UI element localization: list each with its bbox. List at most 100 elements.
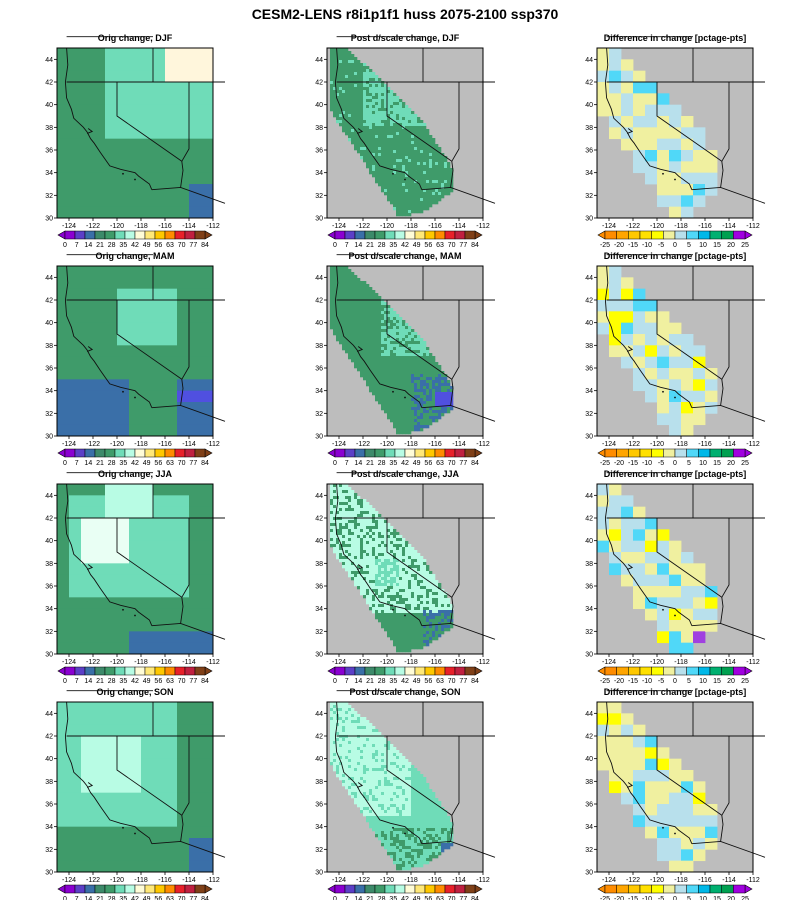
pixel-cell <box>345 529 349 533</box>
grid-cell <box>129 506 142 519</box>
pixel-cell <box>384 389 388 393</box>
pixel-cell <box>372 377 376 381</box>
pixel-cell <box>414 604 418 608</box>
grid-cell <box>153 495 166 508</box>
pixel-cell <box>414 132 418 136</box>
pixel-cell <box>402 144 406 148</box>
grid-cell <box>633 368 646 380</box>
pixel-cell <box>441 407 445 411</box>
colorbar-label: 7 <box>345 460 349 467</box>
colorbar-swatch <box>424 666 436 676</box>
colorbar-label: 15 <box>713 460 721 467</box>
pixel-cell <box>423 156 427 160</box>
pixel-cell <box>429 356 433 360</box>
pixel-cell <box>363 299 367 303</box>
pixel-cell <box>351 105 355 109</box>
pixel-cell <box>333 308 337 312</box>
pixel-cell <box>333 108 337 112</box>
pixel-cell <box>354 505 358 509</box>
pixel-cell <box>384 559 388 563</box>
pixel-cell <box>384 323 388 327</box>
pixel-cell <box>363 123 367 127</box>
pixel-cell <box>396 320 400 324</box>
grid-cell <box>609 48 622 60</box>
pixel-cell <box>348 311 352 315</box>
grid-cell <box>93 311 106 324</box>
pixel-cell <box>438 592 442 596</box>
pixel-cell <box>384 589 388 593</box>
pixel-cell <box>390 162 394 166</box>
pixel-cell <box>372 323 376 327</box>
grid-cell <box>633 506 646 519</box>
pixel-cell <box>354 123 358 127</box>
pixel-cell <box>354 365 358 369</box>
pixel-cell <box>357 284 361 288</box>
grid-cell <box>153 161 166 174</box>
pixel-cell <box>378 129 382 133</box>
colorbar-label: -20 <box>614 460 624 467</box>
pixel-cell <box>432 398 436 402</box>
pixel-cell <box>387 114 391 118</box>
pixel-cell <box>345 347 349 351</box>
pixel-cell <box>408 147 412 151</box>
y-tick-label: 38 <box>45 125 53 132</box>
pixel-cell <box>405 637 409 641</box>
pixel-cell <box>351 102 355 106</box>
pixel-cell <box>333 499 337 503</box>
grid-cell <box>105 495 118 508</box>
pixel-cell <box>333 93 337 97</box>
pixel-cell <box>420 646 424 650</box>
pixel-cell <box>354 341 358 345</box>
grid-cell <box>165 70 178 83</box>
boundary-line <box>334 265 423 408</box>
pixel-cell <box>450 174 454 178</box>
pixel-cell <box>408 383 412 387</box>
pixel-cell <box>414 565 418 569</box>
colorbar-swatch <box>334 230 346 240</box>
pixel-cell <box>378 341 382 345</box>
pixel-cell <box>420 165 424 169</box>
pixel-cell <box>354 287 358 291</box>
pixel-cell <box>411 416 415 420</box>
pixel-cell <box>408 189 412 193</box>
pixel-cell <box>336 314 340 318</box>
pixel-cell <box>342 78 346 82</box>
pixel-cell <box>384 129 388 133</box>
pixel-cell <box>351 314 355 318</box>
pixel-cell <box>384 595 388 599</box>
grid-cell <box>69 82 82 94</box>
pixel-cell <box>330 287 334 291</box>
grid-cell <box>165 300 178 312</box>
pixel-cell <box>372 562 376 566</box>
x-tick-label: -124 <box>332 223 346 230</box>
pixel-cell <box>354 60 358 64</box>
grid-cell <box>57 184 70 196</box>
pixel-cell <box>357 290 361 294</box>
colorbar-swatch <box>424 230 436 240</box>
pixel-cell <box>384 350 388 354</box>
pixel-cell <box>336 553 340 557</box>
colorbar-label: 42 <box>131 678 139 685</box>
pixel-cell <box>384 93 388 97</box>
pixel-cell <box>333 490 337 494</box>
pixel-cell <box>429 365 433 369</box>
pixel-cell <box>375 386 379 390</box>
pixel-cell <box>345 484 349 488</box>
pixel-cell <box>447 410 451 414</box>
pixel-cell <box>393 535 397 539</box>
map-panel-orig-jja: Orig change, JJA-124 -122 -120 -118 -116 -114… <box>45 469 226 685</box>
y-tick-label: 34 <box>315 606 323 613</box>
pixel-cell <box>381 111 385 115</box>
pixel-cell <box>363 538 367 542</box>
pixel-cell <box>330 496 334 500</box>
pixel-cell <box>339 502 343 506</box>
pixel-cell <box>426 419 430 423</box>
pixel-cell <box>375 171 379 175</box>
pixel-cell <box>420 150 424 154</box>
pixel-cell <box>411 598 415 602</box>
plot-frame <box>56 47 214 219</box>
pixel-cell <box>420 168 424 172</box>
pixel-cell <box>399 568 403 572</box>
pixel-cell <box>363 287 367 291</box>
pixel-cell <box>369 520 373 524</box>
